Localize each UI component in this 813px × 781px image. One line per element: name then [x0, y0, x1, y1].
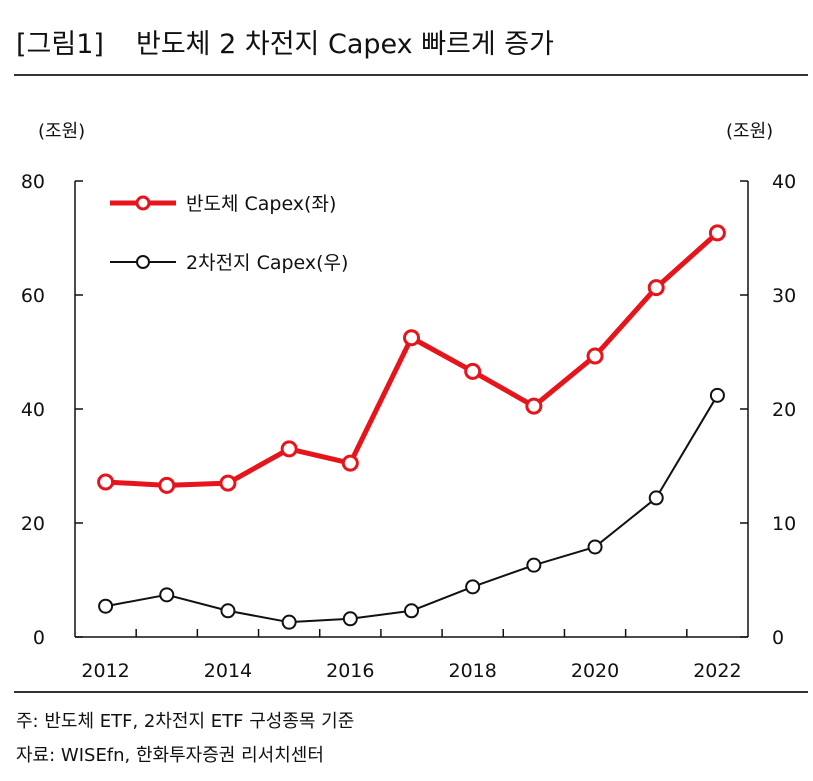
left-y-tick-label: 20 [21, 513, 45, 535]
battery-capex-point [220, 603, 236, 619]
semiconductor-capex-point [525, 397, 543, 415]
battery-capex-point [465, 579, 481, 595]
left-y-tick-label: 60 [21, 285, 45, 307]
battery-capex-point [98, 598, 114, 614]
left-y-tick-label: 40 [21, 399, 45, 421]
right-y-tick-label: 10 [772, 513, 796, 535]
top-divider [14, 74, 808, 76]
battery-capex-point [587, 539, 603, 555]
left-y-tick-label: 80 [21, 171, 45, 193]
left-y-tick-label: 0 [33, 627, 45, 649]
battery-capex-point [648, 490, 664, 506]
x-tick-label: 2020 [571, 660, 619, 682]
figure-label: [그림1] [16, 29, 104, 60]
chart-title: 반도체 2 차전지 Capex 빠르게 증가 [136, 29, 554, 60]
semiconductor-capex-point [97, 473, 115, 491]
x-tick-label: 2014 [204, 660, 252, 682]
right-y-tick-label: 20 [772, 399, 796, 421]
bottom-divider [14, 691, 808, 693]
battery-capex-point [404, 603, 419, 619]
semiconductor-capex-point [341, 454, 359, 472]
semiconductor-capex-point [280, 440, 298, 458]
semiconductor-capex-point [708, 224, 726, 242]
right-y-tick-label: 30 [772, 285, 796, 307]
legend-semiconductor-marker [135, 195, 151, 211]
legend-semiconductor-label: 반도체 Capex(좌) [186, 193, 336, 215]
footnote: 주: 반도체 ETF, 2차전지 ETF 구성종목 기준 [16, 711, 355, 732]
x-tick-label: 2018 [449, 660, 497, 682]
x-tick-label: 2016 [326, 660, 374, 682]
right-y-tick-label: 40 [772, 171, 796, 193]
legend-battery-label: 2차전지 Capex(우) [186, 252, 348, 274]
battery-capex-point [342, 611, 358, 627]
semiconductor-capex-point [586, 347, 604, 365]
right-axis-unit: (조원) [726, 121, 774, 142]
semiconductor-capex-point [464, 362, 482, 380]
right-y-tick-label: 0 [772, 627, 784, 649]
battery-capex-point [526, 557, 542, 573]
line-chart: 0 20 40 60 80 0 10 20 30 40 2012 2014 2016 2018 2020 20… [21, 171, 796, 682]
semiconductor-capex-point [219, 474, 237, 492]
battery-capex-point [709, 387, 725, 403]
x-tick-label: 2022 [693, 660, 741, 682]
x-tick-label: 2012 [81, 660, 129, 682]
battery-capex-point [281, 614, 297, 630]
legend-battery-marker [136, 255, 150, 269]
left-axis-unit: (조원) [38, 121, 86, 142]
battery-capex-line [105, 394, 719, 624]
semiconductor-capex-point [647, 279, 665, 297]
battery-capex-point [159, 587, 175, 603]
semiconductor-capex-point [403, 329, 420, 347]
source-note: 자료: WISEfn, 한화투자증권 리서치센터 [16, 745, 324, 766]
semiconductor-capex-point [158, 476, 176, 494]
